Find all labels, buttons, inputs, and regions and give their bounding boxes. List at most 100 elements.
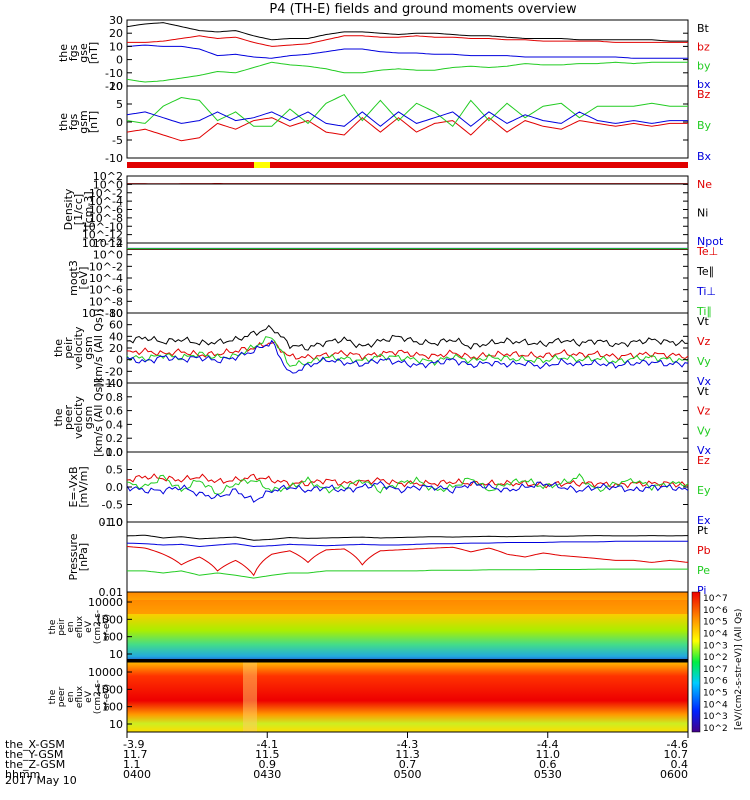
legend-Bx: Bx [697, 150, 712, 163]
series-line-bz [127, 35, 688, 47]
y-axis-label-line: [1/cc] [72, 194, 85, 225]
x-tick-label: -4.3 [397, 738, 418, 751]
panel-y-label: Density[1/cc][cm-3] [62, 188, 95, 230]
panel-peer-velocity: 1.00.80.60.40.20.0 thepeervelocitygsm[km… [52, 377, 712, 459]
x-tick-label: -4.1 [257, 738, 278, 751]
y-tick-label: 10^-2 [89, 187, 123, 200]
y-axis-label-line: the [57, 113, 70, 131]
y-tick-label: 10^2 [93, 237, 123, 250]
y-tick-label: 10^-12 [82, 229, 123, 242]
date-label: 2017 May 10 [5, 774, 77, 787]
legend-Bt: Bt [697, 22, 710, 35]
series-line-Vx [126, 339, 689, 374]
y-axis-label-line: peer [57, 686, 67, 707]
y-tick-label: 10^-6 [89, 204, 123, 217]
x-tick-label: 0.4 [671, 758, 689, 771]
y-tick-label: 20 [109, 342, 123, 355]
panel-legend: Vt Vz Vy Vx [697, 315, 712, 388]
y-tick-label: 60 [109, 319, 123, 332]
y-axis-label-line: the [52, 408, 65, 426]
legend-Pt: Pt [697, 524, 709, 537]
panel-legend: Ez Ey Ex [697, 454, 711, 527]
legend-by: by [697, 59, 711, 72]
panel-y-ticks: 10 5 0 -5 -10 [105, 80, 688, 165]
y-tick-label: 0 [116, 116, 123, 129]
x-axis-row-label: the_Z-GSM [5, 758, 65, 771]
panel-y-label: moqt3[eV] [67, 260, 90, 296]
y-axis-label-line: peer [62, 405, 75, 431]
colorbar-tick-label: 10^6 [703, 606, 728, 616]
y-axis-label-line: [eV] [77, 267, 90, 290]
legend-Pi: Pi [697, 584, 706, 597]
panel-frame [126, 382, 689, 453]
panel-y-label: the peer en eflux eV (cm2-s-sr-eV) [48, 680, 112, 714]
y-tick-label: 0.5 [106, 464, 124, 477]
legend-bz: bz [697, 41, 710, 54]
series-line-Bx [126, 111, 688, 127]
series-line-Ez [126, 473, 689, 489]
y-axis-label-line: the [48, 689, 58, 704]
panel-y-label: E=-VxB[mV/m] [67, 466, 90, 507]
colorbar-gradient [691, 591, 701, 733]
x-tick-label: 1.1 [123, 758, 141, 771]
panel-pressure: 0.10 0.01 Pressure[nPa] Pt Pb Pe Pi [67, 516, 711, 599]
legend-Te∥: Te∥ [696, 265, 714, 278]
panel-peer-spectrogram: 10000 1000 100 10 the peer en eflux eV (cm2-s-sr… [48, 661, 689, 733]
y-tick-label: 10^-8 [89, 295, 123, 308]
legend-Vz: Vz [697, 405, 711, 418]
colorbar-tick-label: 10^7 [703, 665, 728, 675]
y-tick-label: 10^-14 [82, 237, 123, 250]
x-tick-label: 11.5 [255, 748, 280, 761]
panel-y-ticks: 1.0 0.5 0.0 -0.5 -1.0 [102, 446, 688, 529]
y-tick-label: 0.2 [106, 432, 124, 445]
panel-series-lines [126, 22, 688, 83]
x-tick-label: 0430 [253, 768, 281, 781]
y-tick-label: 1.0 [106, 377, 124, 390]
y-tick-label: 20 [109, 27, 123, 40]
y-axis-label-line: eV [84, 620, 94, 633]
y-axis-label-line: the [48, 619, 58, 634]
legend-Vt: Vt [697, 385, 710, 398]
y-tick-label: -40 [105, 377, 123, 390]
colorbar-tick-label: 10^2 [703, 724, 728, 734]
y-tick-label: 10^0 [93, 249, 123, 262]
y-axis-label-line: eV [84, 690, 94, 703]
y-tick-label: 10^-4 [89, 195, 123, 208]
panel-frame [126, 242, 689, 314]
legend-Vy: Vy [697, 355, 711, 368]
y-axis-label-line: [km/s (All Qs)] [92, 309, 105, 388]
y-tick-label: 0 [116, 354, 123, 367]
y-tick-label: 10000 [88, 596, 123, 609]
series-line-By [126, 93, 688, 128]
y-axis-label-line: [cm-3] [82, 191, 95, 227]
y-tick-label: 10^2 [93, 170, 123, 183]
panel-frame [126, 175, 689, 244]
series-line-Vt [126, 324, 689, 351]
legend-Ey: Ey [697, 484, 711, 497]
colorbar-tick-label: 10^4 [703, 629, 728, 639]
x-tick-label: -4.6 [667, 738, 688, 751]
y-tick-label: -20 [105, 80, 123, 93]
panel-y-label: Pressure[nPa] [67, 533, 90, 580]
legend-Te⊥: Te⊥ [696, 245, 718, 258]
x-axis-row-label: the_Y-GSM [5, 748, 63, 761]
y-tick-label: 10000 [88, 666, 123, 679]
x-tick-label: 11.7 [123, 748, 148, 761]
colorbar-tick-label: 10^5 [703, 618, 728, 628]
legend-Bz: Bz [697, 88, 711, 101]
y-tick-label: 10^0 [93, 178, 123, 191]
y-axis-label-line: peir [62, 337, 75, 359]
y-axis-label-line: peir [57, 618, 67, 636]
y-tick-label: 1000 [95, 613, 123, 626]
y-axis-label-line: [nT] [87, 111, 100, 133]
panel-legend: Vt Vz Vy Vx [697, 385, 712, 457]
series-line-by [126, 61, 688, 83]
y-tick-label: -10 [105, 67, 123, 80]
y-tick-label: 10^-2 [89, 260, 123, 273]
panel-series-lines [126, 473, 689, 503]
legend-Pb: Pb [697, 544, 711, 557]
y-tick-label: 0.0 [106, 481, 124, 494]
